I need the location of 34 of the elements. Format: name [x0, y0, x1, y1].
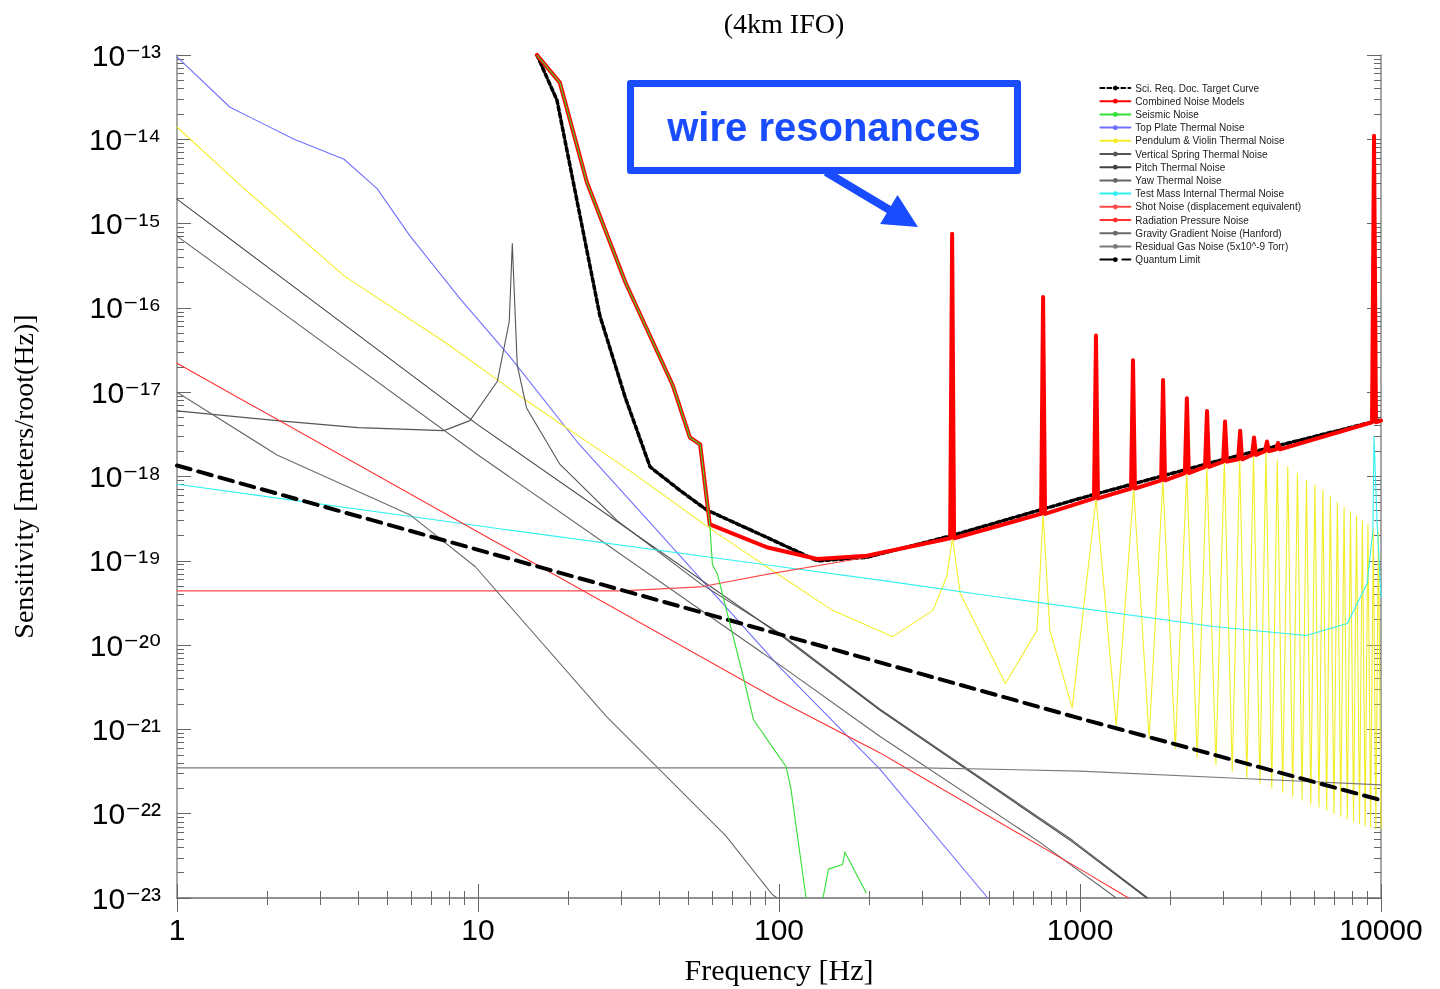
legend-label: Sci. Req. Doc. Target Curve [1135, 82, 1260, 94]
y-tick-label: 10⁻¹⁶ [89, 291, 161, 325]
legend-label: Pitch Thermal Noise [1135, 161, 1226, 173]
y-tick-label: 10⁻²⁰ [89, 628, 161, 662]
y-tick-label: 10⁻¹³ [91, 38, 162, 72]
x-tick-label: 1000 [1046, 912, 1114, 946]
y-axis-title: Sensitivity [meters/root(Hz)] [7, 314, 39, 639]
y-tick-label: 10⁻¹⁷ [90, 375, 161, 409]
legend-label: Vertical Spring Thermal Noise [1135, 148, 1268, 160]
legend-label: Pendulum & Violin Thermal Noise [1135, 135, 1285, 147]
y-tick-label: 10⁻²¹ [91, 712, 162, 746]
legend-label: Gravity Gradient Noise (Hanford) [1135, 227, 1282, 239]
y-tick-label: 10⁻¹⁴ [88, 122, 161, 156]
legend-label: Combined Noise Models [1135, 95, 1245, 107]
legend-label: Test Mass Internal Thermal Noise [1135, 188, 1285, 200]
legend-label: Yaw Thermal Noise [1135, 174, 1223, 186]
x-tick-label: 1 [168, 912, 186, 946]
x-tick-label: 10000 [1339, 912, 1423, 946]
legend-label: Residual Gas Noise (5x10^-9 Torr) [1135, 240, 1289, 252]
chart-title: (4km IFO) [723, 7, 845, 39]
legend-label: Radiation Pressure Noise [1135, 214, 1250, 226]
x-tick-label: 10 [461, 912, 495, 946]
legend-label: Seismic Noise [1135, 108, 1200, 120]
y-tick-label: 10⁻¹⁵ [89, 207, 161, 241]
x-tick-label: 100 [753, 912, 805, 946]
legend-label: Top Plate Thermal Noise [1135, 122, 1246, 134]
legend-label: Shot Noise (displacement equivalent) [1135, 201, 1302, 213]
y-tick-label: 10⁻²³ [91, 881, 162, 915]
legend-label: Quantum Limit [1135, 254, 1201, 266]
y-tick-label: 10⁻¹⁸ [89, 460, 161, 493]
y-tick-label: 10⁻¹⁹ [88, 544, 161, 578]
y-tick-label: 10⁻²² [91, 797, 162, 831]
callout-box: wire resonances [627, 80, 1021, 174]
x-axis-title: Frequency [Hz] [684, 952, 874, 986]
